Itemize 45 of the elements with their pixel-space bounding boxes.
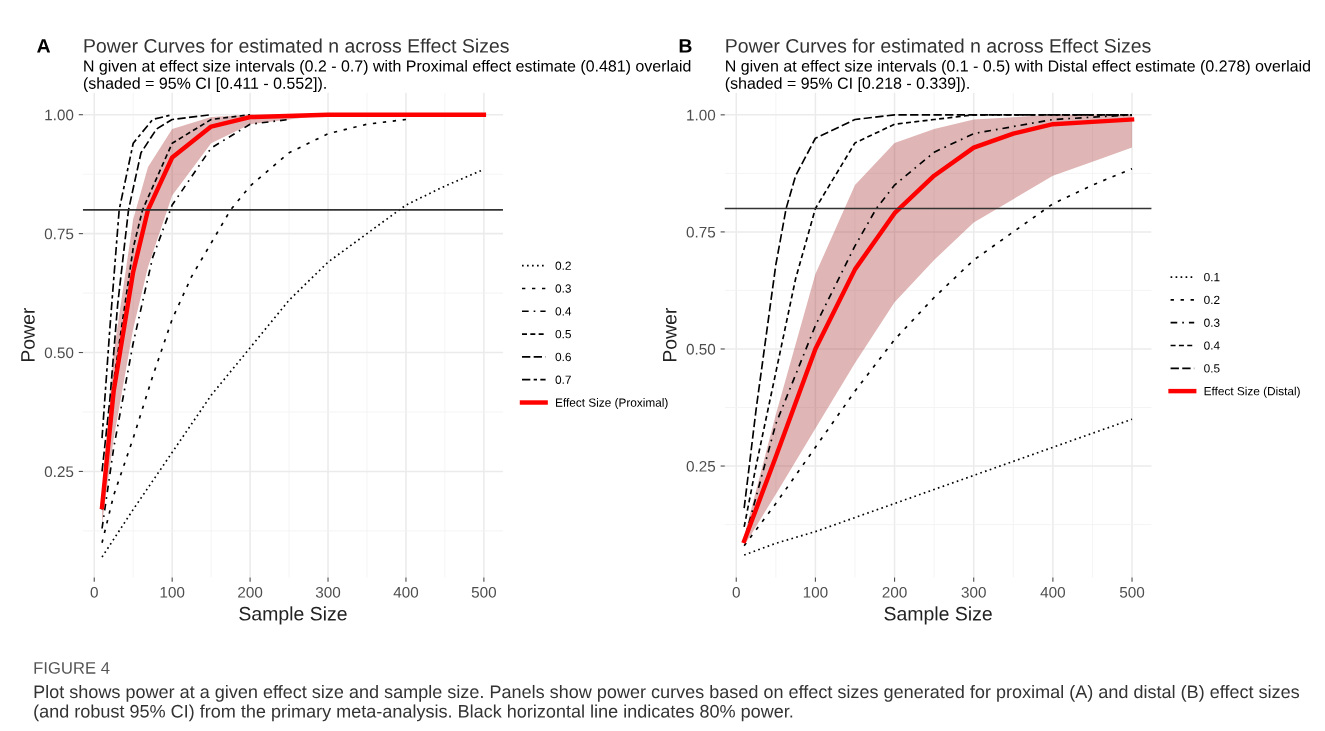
- caption: FIGURE 4: [34, 662, 110, 674]
- chart-title: Power Curves for estimated n across Effect Sizes: [726, 38, 1151, 53]
- text: B: [679, 39, 692, 53]
- y-tick-label: 0.75: [686, 226, 716, 238]
- legend-label: 0.5: [1204, 364, 1220, 373]
- text: A: [37, 39, 51, 53]
- y-tick-label: 0.50: [44, 347, 74, 359]
- y-tick-label: 0.75: [44, 228, 74, 240]
- legend-label: 0.5: [555, 329, 571, 339]
- legend-label: 0.3: [1204, 318, 1220, 327]
- x-tick-label: 300: [961, 586, 986, 598]
- x-tick-label: 0: [732, 586, 740, 598]
- legend-label: Effect Size (Proximal): [556, 398, 668, 410]
- legend-label: 0.7: [555, 375, 571, 384]
- x-tick-label: 500: [471, 586, 497, 598]
- legend-label: 0.4: [1204, 341, 1220, 350]
- y-tick-label: 1.00: [45, 109, 74, 121]
- legend-label: 0.3: [555, 284, 571, 293]
- x-tick-label: 200: [882, 586, 907, 598]
- x-tick-label: 500: [1119, 586, 1145, 598]
- x-tick-label: 200: [238, 586, 263, 598]
- legend-label: 0.4: [555, 307, 572, 316]
- y-axis-title: Power: [21, 307, 35, 362]
- x-tick-label: 0: [90, 586, 98, 598]
- x-tick-label: 300: [315, 586, 341, 598]
- y-axis-title: Power: [663, 307, 677, 362]
- x-axis-title: Sample Size: [884, 606, 992, 625]
- chart-title: Power Curves for estimated n across Effect Sizes: [84, 38, 509, 53]
- y-tick-label: 0.50: [686, 343, 716, 355]
- legend-label: Effect Size (Distal): [1204, 386, 1300, 398]
- legend-label: 0.1: [1204, 272, 1220, 282]
- legend-label: 0.2: [555, 261, 571, 270]
- chart-subtitle: N given at effect size intervals (0.2 - 0.7) with Proximal effect estimate (0.481) overlaid (shaded = 95% CI [0.411 - 0.552]).: [83, 59, 691, 93]
- x-tick-label: 400: [1040, 586, 1066, 598]
- y-tick-label: 0.25: [44, 466, 74, 478]
- x-tick-label: 100: [803, 586, 828, 598]
- x-tick-label: 400: [393, 586, 419, 598]
- x-tick-label: 100: [160, 586, 185, 598]
- text: Plot shows power at a given effect size and sample size. Panels show power curves based on effect sizes generated for proximal (A) and distal (B) effect sizes (and robust 95% CI) from the primary meta-analysis. Black horizontal line indicates 80% power.: [34, 684, 1300, 722]
- y-tick-label: 0.25: [686, 460, 716, 472]
- y-tick-label: 1.00: [687, 109, 716, 121]
- legend-label: 0.6: [555, 352, 571, 362]
- legend-label: 0.2: [1204, 295, 1220, 305]
- x-axis-title: Sample Size: [239, 606, 347, 625]
- chart-subtitle: N given at effect size intervals (0.1 - 0.5) with Distal effect estimate (0.278) overlaid (shaded = 95% CI [0.218 - 0.339]).: [725, 59, 1310, 93]
